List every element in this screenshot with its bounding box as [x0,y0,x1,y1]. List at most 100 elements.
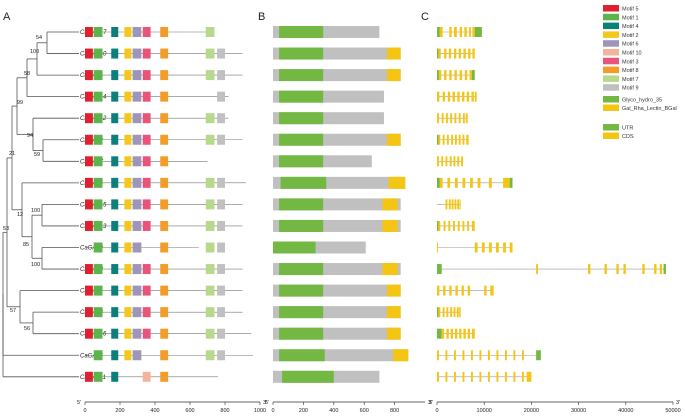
motif-box-8 [160,156,169,167]
legend-label: Motif 10 [622,51,642,57]
motif-box-9 [217,242,225,253]
motif-box-6 [132,156,142,167]
bootstrap-label: 56 [24,326,30,332]
motif-box-7 [205,199,215,210]
cds-block [438,48,441,59]
motif-box-3 [142,177,151,188]
motif-box-7 [205,242,215,253]
cds-block [471,91,474,102]
cds-block [450,113,453,124]
legend-label: Motif 3 [622,59,639,65]
cds-block [442,91,446,102]
bootstrap-label: 85 [23,242,29,248]
cds-block [642,264,645,275]
motif-box-2 [124,220,132,231]
cds-block [503,177,510,188]
motif-box-5 [85,134,93,145]
motif-box-7 [205,27,215,37]
motif-box-5 [85,27,93,37]
cds-block [445,199,448,210]
cds-block [449,285,452,296]
motif-box-7 [205,134,215,145]
glyco-hydro-35-domain [279,69,324,82]
utr-block [437,328,442,339]
motif-box-7 [205,328,215,339]
motif-box-5 [85,328,93,339]
motif-box-2 [124,328,132,339]
cds-block [448,48,452,59]
legend-swatch-structure [603,124,619,131]
motif-box-4 [111,350,119,361]
cds-block [455,285,458,296]
motif-box-4 [111,156,119,167]
cds-block [441,328,445,339]
cds-block [449,70,452,81]
gal-rha-lectin-domain [387,306,401,319]
motif-box-1 [93,70,103,81]
legend-swatch-motif-9 [603,84,619,91]
legend-swatch-motif-6 [603,40,619,47]
legend-swatch-motif-4 [603,22,619,30]
motif-box-3 [142,264,151,275]
motif-box-1 [93,91,103,102]
motif-box-6 [132,242,142,253]
motif-box-9 [217,350,225,361]
motif-box-5 [85,91,93,102]
motif-box-1 [93,328,103,339]
motif-box-1 [93,199,103,210]
gal-rha-lectin-domain [382,198,398,211]
cds-block [454,134,457,145]
phylogenetic-tree [2,31,79,378]
glyco-hydro-35-domain [279,26,324,38]
motif-box-8 [160,285,169,296]
motif-box-5 [85,307,93,318]
cds-block [445,156,448,167]
glyco-hydro-35-domain [279,133,324,146]
cds-block [509,242,513,253]
bootstrap-label: 100 [30,49,39,55]
motif-box-6 [132,220,142,231]
motif-box-3 [142,70,151,81]
cds-block [462,350,465,361]
motif-box-6 [132,70,142,81]
cds-block [481,242,485,253]
cds-block [443,220,446,231]
utr-block [437,307,439,318]
cds-block [450,328,454,339]
gal-rha-lectin-domain [387,47,401,60]
motif-box-4 [111,177,119,188]
gene-name: CaGAL17 [80,30,107,36]
cds-block [457,91,460,102]
legend-swatch-domain [603,104,619,111]
cds-block [438,307,441,318]
motif-box-6 [132,113,142,124]
legend-label: Motif 5 [622,7,639,13]
cds-block [536,264,539,275]
bootstrap-label: 94 [27,133,33,139]
cds-block [477,177,481,188]
cds-block [484,285,487,296]
motif-box-4 [111,264,119,275]
cds-block [474,91,477,102]
motif-box-6 [132,328,142,339]
motif-box-8 [160,242,169,253]
utr-block [437,27,440,37]
motif-box-1 [93,48,103,59]
motif-box-2 [124,350,132,361]
motif-box-7 [205,177,215,188]
motif-box-2 [124,27,132,37]
cds-block [504,371,507,382]
motif-box-7 [205,48,215,59]
cds-block [438,134,441,145]
motif-box-8 [160,177,169,188]
cds-block [442,307,445,318]
motif-box-6 [132,177,142,188]
motif-box-4 [111,328,119,339]
cds-block [453,350,456,361]
legend-swatch-motif-1 [603,13,619,21]
cds-block [487,350,490,361]
motif-box-5 [85,48,93,59]
axis-tick-label: 1000 [254,408,266,414]
axis-tick-label: 400 [150,408,159,414]
